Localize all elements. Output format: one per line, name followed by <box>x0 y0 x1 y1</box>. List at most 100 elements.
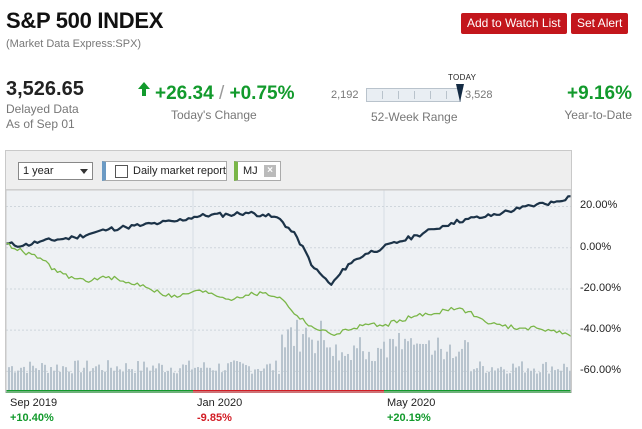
volume-bar <box>320 320 322 392</box>
add-to-watch-list-button[interactable]: Add to Watch List <box>461 13 567 34</box>
range-low: 2,192 <box>331 89 359 101</box>
volume-bar <box>524 372 526 392</box>
volume-bar <box>227 363 229 392</box>
52-week-range-label: 52-Week Range <box>371 110 458 124</box>
volume-bar <box>353 345 355 392</box>
volume-bar <box>521 361 523 392</box>
y-tick-label: 20.00% <box>580 199 618 212</box>
up-arrow-icon <box>137 81 151 103</box>
volume-bar <box>146 367 148 392</box>
volume-bar <box>488 371 490 392</box>
volume-bar <box>350 360 352 392</box>
volume-bar <box>395 346 397 392</box>
volume-bar <box>119 369 121 392</box>
volume-bar <box>503 369 505 392</box>
volume-bar <box>569 370 571 392</box>
volume-bar <box>305 327 307 392</box>
volume-bar <box>230 361 232 392</box>
volume-bar <box>200 367 202 392</box>
volume-bar <box>326 347 328 392</box>
volume-bar <box>302 334 304 392</box>
volume-bar <box>548 373 550 392</box>
volume-bar <box>59 371 61 392</box>
volume-bar <box>452 358 454 392</box>
volume-bar <box>26 372 28 392</box>
volume-bar <box>134 372 136 392</box>
volume-bar <box>152 365 154 392</box>
volume-bar <box>317 340 319 392</box>
period-select[interactable]: 1 year <box>18 162 93 180</box>
volume-bar <box>383 341 385 392</box>
remove-compare-icon[interactable]: × <box>264 165 276 177</box>
volume-bar <box>125 363 127 392</box>
period-label: May 2020 <box>387 397 436 409</box>
volume-bar <box>392 339 394 392</box>
volume-bar <box>443 359 445 392</box>
volume-bar <box>365 359 367 392</box>
compare-symbol-chip[interactable]: MJ × <box>234 161 281 181</box>
volume-bar <box>296 319 298 392</box>
volume-bar <box>95 366 97 392</box>
volume-bar <box>68 371 70 392</box>
volume-bar <box>236 361 238 392</box>
volume-bar <box>167 370 169 392</box>
volume-bar <box>422 344 424 392</box>
volume-bar <box>161 364 163 392</box>
volume-bar <box>281 334 283 392</box>
volume-bar <box>233 360 235 392</box>
volume-bar <box>149 370 151 392</box>
delayed-data-label: Delayed Data <box>6 102 79 116</box>
y-tick-label: -20.00% <box>580 281 621 294</box>
volume-bar <box>56 364 58 392</box>
volume-bar <box>11 366 13 392</box>
volume-bar <box>83 367 85 392</box>
volume-bar <box>407 341 409 392</box>
volume-bar <box>257 368 259 392</box>
daily-market-report-toggle[interactable]: Daily market report <box>102 161 227 181</box>
ytd-change: +9.16% <box>567 83 632 104</box>
volume-bar <box>446 351 448 392</box>
volume-bar <box>71 373 73 392</box>
change-separator: / <box>218 83 225 104</box>
volume-bar <box>329 347 331 392</box>
volume-bar <box>263 368 265 392</box>
volume-bar <box>47 372 49 392</box>
volume-bar <box>389 338 391 392</box>
volume-bar <box>356 348 358 392</box>
volume-bar <box>179 368 181 392</box>
volume-bar <box>53 370 55 392</box>
volume-bar <box>425 343 427 392</box>
volume-bar <box>155 368 157 392</box>
volume-bar <box>311 339 313 392</box>
volume-bar <box>164 372 166 392</box>
period-change: +10.40% <box>10 412 54 424</box>
volume-bar <box>191 369 193 392</box>
daily-report-checkbox[interactable] <box>115 165 128 178</box>
volume-bar <box>254 369 256 392</box>
volume-bar <box>419 343 421 392</box>
volume-bar <box>500 366 502 392</box>
volume-bar <box>470 371 472 392</box>
volume-bar <box>377 347 379 392</box>
volume-bar <box>482 366 484 392</box>
volume-bar <box>8 367 10 392</box>
volume-bar <box>308 337 310 392</box>
volume-bar <box>323 340 325 392</box>
chevron-down-icon <box>80 169 88 174</box>
volume-bar <box>458 351 460 392</box>
volume-bar <box>440 348 442 392</box>
volume-bar <box>530 370 532 392</box>
volume-bar <box>494 370 496 392</box>
volume-bar <box>215 370 217 392</box>
volume-bar <box>284 347 286 392</box>
volume-bar <box>29 361 31 392</box>
volume-bar <box>413 344 415 392</box>
volume-bar <box>176 373 178 392</box>
volume-bar <box>206 367 208 392</box>
set-alert-button[interactable]: Set Alert <box>571 13 629 34</box>
chart-toolbar: 1 year Daily market report MJ × <box>6 151 571 190</box>
market-source: (Market Data Express:SPX) <box>6 38 142 50</box>
y-tick-label: 0.00% <box>580 240 612 253</box>
volume-bar <box>245 365 247 392</box>
